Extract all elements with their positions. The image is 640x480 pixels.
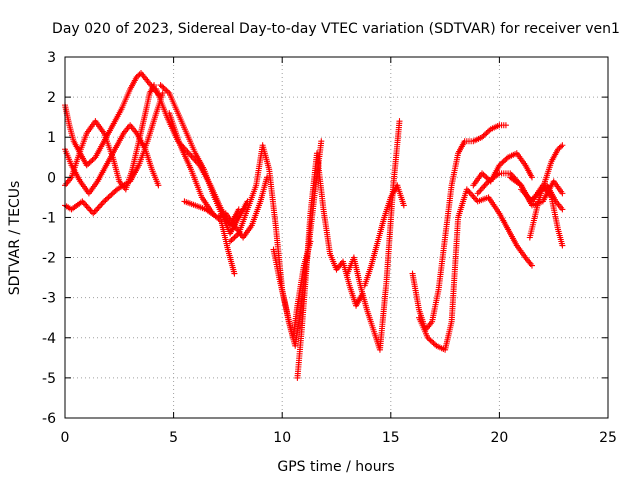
data-point-markers xyxy=(470,150,535,189)
y-axis-label: SDTVAR / TECUs xyxy=(7,181,23,296)
series-arc-8 xyxy=(181,174,270,241)
y-tick-label: 1 xyxy=(47,130,56,146)
data-point-markers xyxy=(409,122,509,333)
data-point-markers xyxy=(416,186,535,353)
grid-lines xyxy=(65,57,608,418)
series-arc-16 xyxy=(470,150,535,189)
x-tick-label: 5 xyxy=(169,430,178,446)
y-tick-label: 3 xyxy=(47,50,56,66)
series-arc-13 xyxy=(361,182,407,289)
series-arc-14 xyxy=(409,122,509,333)
series-arc-12 xyxy=(344,118,403,353)
x-tick-label: 10 xyxy=(273,430,291,446)
y-tick-label: -6 xyxy=(42,411,56,427)
series-arc-15 xyxy=(416,186,535,353)
x-tick-labels: 0 5 10 15 20 25 xyxy=(61,430,617,446)
y-tick-label: -2 xyxy=(42,251,56,267)
series-arc-10 xyxy=(270,138,325,349)
y-tick-labels: -6 -5 -4 -3 -2 -1 0 1 2 3 xyxy=(42,50,56,427)
series-arc-20 xyxy=(507,174,566,213)
data-point-markers xyxy=(507,174,566,213)
chart-title: Day 020 of 2023, Sidereal Day-to-day VTE… xyxy=(52,21,620,37)
y-tick-label: -5 xyxy=(42,371,56,387)
x-tick-label: 15 xyxy=(382,430,400,446)
x-axis-label: GPS time / hours xyxy=(277,459,394,475)
data-point-markers xyxy=(181,174,270,241)
data-point-markers xyxy=(270,138,325,349)
x-tick-label: 0 xyxy=(61,430,70,446)
series-arc-7 xyxy=(166,110,238,277)
y-tick-label: 2 xyxy=(47,90,56,106)
data-point-markers xyxy=(361,182,407,289)
x-tick-label: 20 xyxy=(490,430,508,446)
x-tick-label: 25 xyxy=(599,430,617,446)
data-point-markers xyxy=(294,150,366,381)
data-marks xyxy=(62,70,566,381)
series-arc-11 xyxy=(294,150,366,381)
data-point-markers xyxy=(166,110,238,277)
axis-ticks xyxy=(64,56,609,419)
data-point-markers xyxy=(344,118,403,353)
y-tick-label: -4 xyxy=(42,331,56,347)
plot-frame xyxy=(64,56,609,419)
y-tick-label: -1 xyxy=(42,210,56,226)
y-tick-label: -3 xyxy=(42,291,56,307)
y-tick-label: 0 xyxy=(47,170,56,186)
